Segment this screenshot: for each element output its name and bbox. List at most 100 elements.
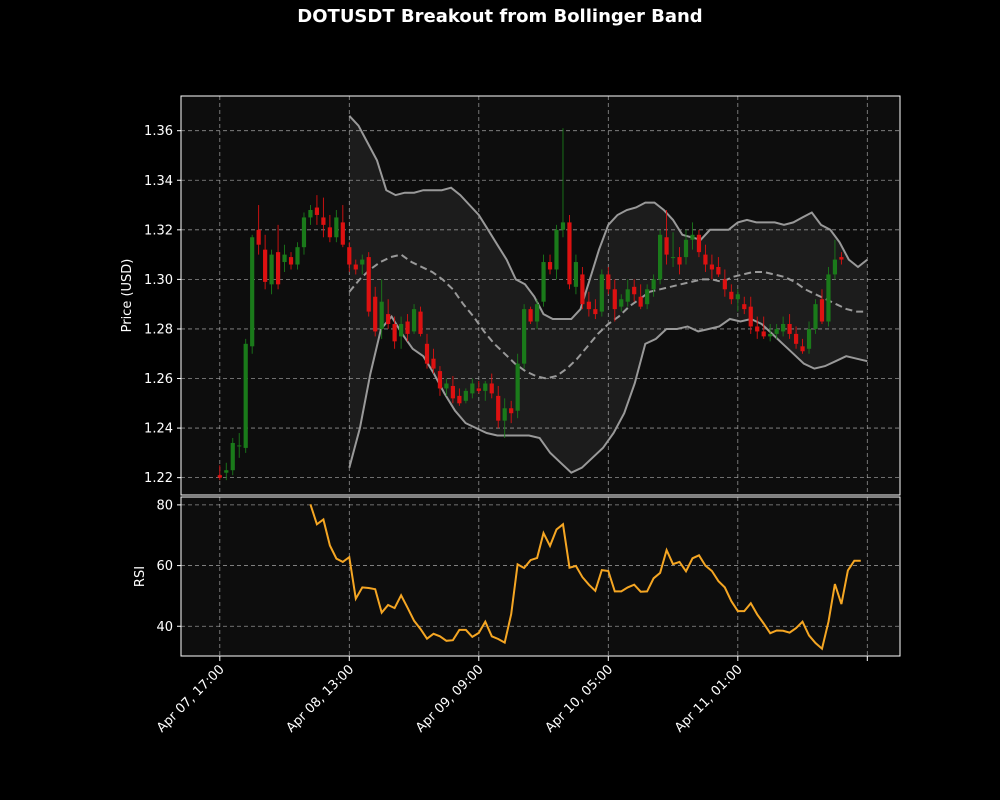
candle-body bbox=[399, 324, 404, 337]
candle-body bbox=[502, 408, 507, 421]
candle bbox=[392, 316, 397, 349]
candle bbox=[645, 284, 650, 310]
candle-body bbox=[664, 237, 669, 255]
candle bbox=[832, 239, 838, 280]
candle-body bbox=[619, 299, 624, 307]
candle-body bbox=[774, 328, 779, 334]
candle-body bbox=[237, 445, 242, 447]
rsi-axis-title: RSI bbox=[133, 566, 148, 587]
candle-body bbox=[496, 395, 501, 421]
candle bbox=[463, 388, 468, 404]
candle bbox=[547, 254, 553, 275]
candle-body bbox=[347, 247, 352, 265]
price-axis-title: Price (USD) bbox=[120, 259, 135, 333]
candle-body bbox=[230, 442, 235, 471]
candle bbox=[541, 254, 546, 307]
candle bbox=[243, 338, 248, 453]
candle bbox=[444, 378, 449, 396]
candle bbox=[638, 284, 643, 310]
candle-body bbox=[301, 217, 307, 248]
candle bbox=[470, 378, 475, 399]
candle-body bbox=[716, 267, 721, 275]
candle bbox=[224, 462, 229, 481]
candle bbox=[263, 234, 268, 290]
candle-body bbox=[832, 259, 838, 275]
candle bbox=[437, 366, 443, 396]
candle-body bbox=[839, 257, 844, 260]
candle-body bbox=[781, 324, 786, 332]
candle-body bbox=[373, 296, 378, 332]
candle bbox=[612, 279, 617, 322]
candle-body bbox=[450, 385, 455, 399]
candle-body bbox=[308, 210, 313, 218]
candle bbox=[509, 400, 514, 424]
candle-body bbox=[282, 254, 287, 263]
candle bbox=[502, 398, 507, 438]
price-tick-label: 1.34 bbox=[144, 174, 173, 189]
candle-body bbox=[457, 395, 462, 404]
candle-body bbox=[405, 321, 410, 334]
candle-body bbox=[606, 274, 611, 290]
candle bbox=[340, 205, 345, 248]
candle bbox=[573, 254, 579, 295]
candle bbox=[405, 314, 410, 342]
candle bbox=[399, 316, 404, 349]
candle bbox=[431, 348, 436, 374]
x-tick-label: Apr 11, 01:00 bbox=[672, 662, 745, 735]
candle bbox=[632, 279, 637, 302]
candle-body bbox=[658, 234, 663, 280]
candle-body bbox=[418, 311, 423, 334]
candle bbox=[288, 252, 294, 270]
bollinger-mid-line bbox=[348, 253, 868, 380]
candle bbox=[418, 306, 423, 337]
candle bbox=[496, 385, 501, 429]
candle bbox=[709, 254, 714, 280]
candle-body bbox=[275, 252, 281, 285]
candle-body bbox=[638, 296, 643, 307]
candle bbox=[366, 252, 371, 317]
candle bbox=[755, 316, 760, 339]
candle-body bbox=[826, 274, 831, 322]
candle-body bbox=[560, 222, 566, 230]
candle-body bbox=[360, 259, 365, 265]
candle-body bbox=[742, 304, 747, 310]
candle-body bbox=[612, 289, 617, 310]
candle-body bbox=[340, 222, 345, 245]
candle-body bbox=[392, 324, 397, 342]
candle bbox=[813, 299, 818, 334]
candle-body bbox=[483, 383, 488, 391]
candle bbox=[275, 224, 281, 290]
candle-body bbox=[217, 475, 222, 478]
candle bbox=[489, 373, 494, 399]
candle bbox=[334, 210, 339, 243]
candle bbox=[670, 232, 676, 267]
candle-body bbox=[696, 234, 702, 253]
candle bbox=[411, 304, 417, 334]
candle-body bbox=[703, 254, 708, 265]
candle-body bbox=[670, 257, 676, 259]
candle bbox=[301, 212, 307, 255]
candle bbox=[729, 284, 734, 305]
price-tick-label: 1.22 bbox=[144, 471, 173, 486]
candle-body bbox=[567, 222, 572, 285]
candle bbox=[483, 381, 488, 401]
candle-body bbox=[528, 309, 533, 322]
candle-body bbox=[793, 333, 799, 344]
candle bbox=[586, 291, 591, 317]
bollinger-lower-line bbox=[348, 314, 868, 474]
candle-body bbox=[534, 304, 540, 322]
candle-body bbox=[787, 324, 792, 334]
candle-body bbox=[515, 363, 520, 411]
candle bbox=[664, 210, 669, 265]
candle bbox=[703, 244, 708, 272]
candle-body bbox=[353, 264, 358, 270]
candle-body bbox=[522, 309, 527, 364]
candle-body bbox=[411, 309, 417, 332]
candle-body bbox=[819, 299, 825, 322]
price-panel-frame bbox=[180, 95, 901, 496]
candle-body bbox=[509, 408, 514, 414]
candle-body bbox=[800, 346, 805, 352]
candle bbox=[554, 224, 559, 280]
rsi-tick-label: 80 bbox=[156, 498, 173, 513]
candle bbox=[250, 234, 255, 354]
